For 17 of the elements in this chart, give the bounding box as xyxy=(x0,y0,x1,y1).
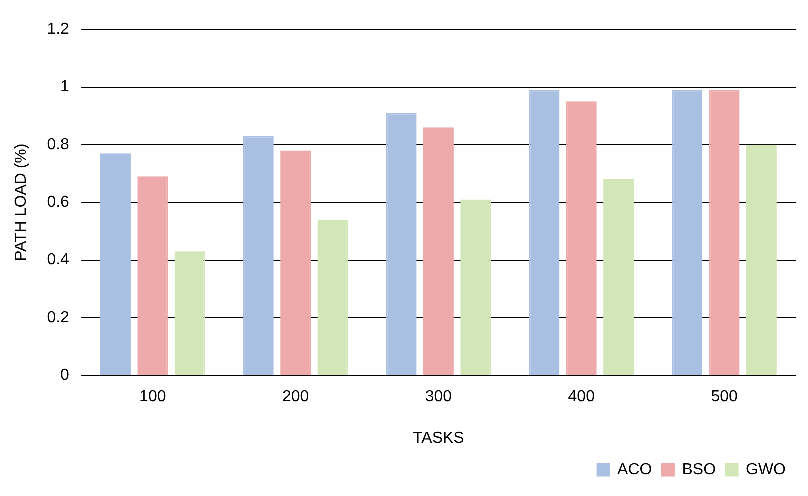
y-tick-label: 0.2 xyxy=(47,309,70,326)
x-tick-label: 400 xyxy=(568,388,596,406)
y-tick-label: 0.4 xyxy=(47,252,70,269)
legend-label: BSO xyxy=(682,461,716,478)
x-tick-label: 500 xyxy=(711,388,738,406)
y-tick-label: 0.8 xyxy=(47,136,70,154)
y-tick-label: 1.2 xyxy=(47,21,70,38)
legend-label: GWO xyxy=(746,461,786,478)
x-axis-title: TASKS xyxy=(413,430,464,447)
y-tick-label: 0 xyxy=(60,367,70,384)
x-tick-label: 200 xyxy=(282,388,310,406)
y-tick-label: 1 xyxy=(60,78,70,96)
y-axis-title: PATH LOAD (%) xyxy=(13,144,30,262)
legend-label: ACO xyxy=(618,461,652,478)
y-tick-label: 0.6 xyxy=(47,194,70,212)
x-tick-label: 100 xyxy=(140,388,166,406)
x-tick-label: 300 xyxy=(425,388,452,406)
